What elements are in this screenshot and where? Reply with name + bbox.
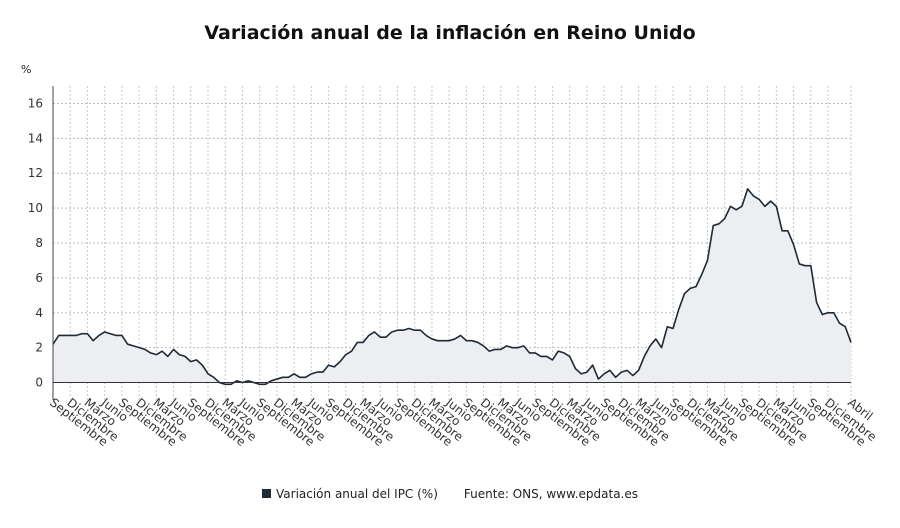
y-tick-label: 8 bbox=[35, 236, 43, 250]
source-text: Fuente: ONS, www.epdata.es bbox=[463, 487, 638, 501]
y-tick-label: 10 bbox=[28, 201, 43, 215]
chart-footer: Variación anual del IPC (%) Fuente: ONS, … bbox=[0, 487, 900, 501]
y-tick-label: 16 bbox=[28, 96, 43, 110]
chart-title: Variación anual de la inflación en Reino… bbox=[204, 22, 696, 44]
series-area bbox=[52, 188, 852, 386]
y-axis-unit: % bbox=[21, 63, 32, 76]
y-tick-label: 4 bbox=[35, 306, 43, 320]
y-tick-labels: 0 2 4 6 8 10 12 14 16 bbox=[28, 96, 43, 389]
axes bbox=[52, 86, 851, 400]
y-tick-label: 6 bbox=[35, 271, 43, 285]
legend-swatch bbox=[262, 489, 271, 498]
y-tick-label: 12 bbox=[28, 166, 43, 180]
y-tick-label: 14 bbox=[28, 131, 43, 145]
x-tick-labels: SeptiembreDiciembreMarzoJunioSeptiembreD… bbox=[47, 395, 879, 449]
legend-label: Variación anual del IPC (%) bbox=[276, 487, 438, 501]
y-tick-label: 0 bbox=[35, 376, 43, 390]
y-tick-label: 2 bbox=[35, 341, 43, 355]
series-fill bbox=[53, 188, 851, 385]
series-line bbox=[52, 188, 852, 386]
